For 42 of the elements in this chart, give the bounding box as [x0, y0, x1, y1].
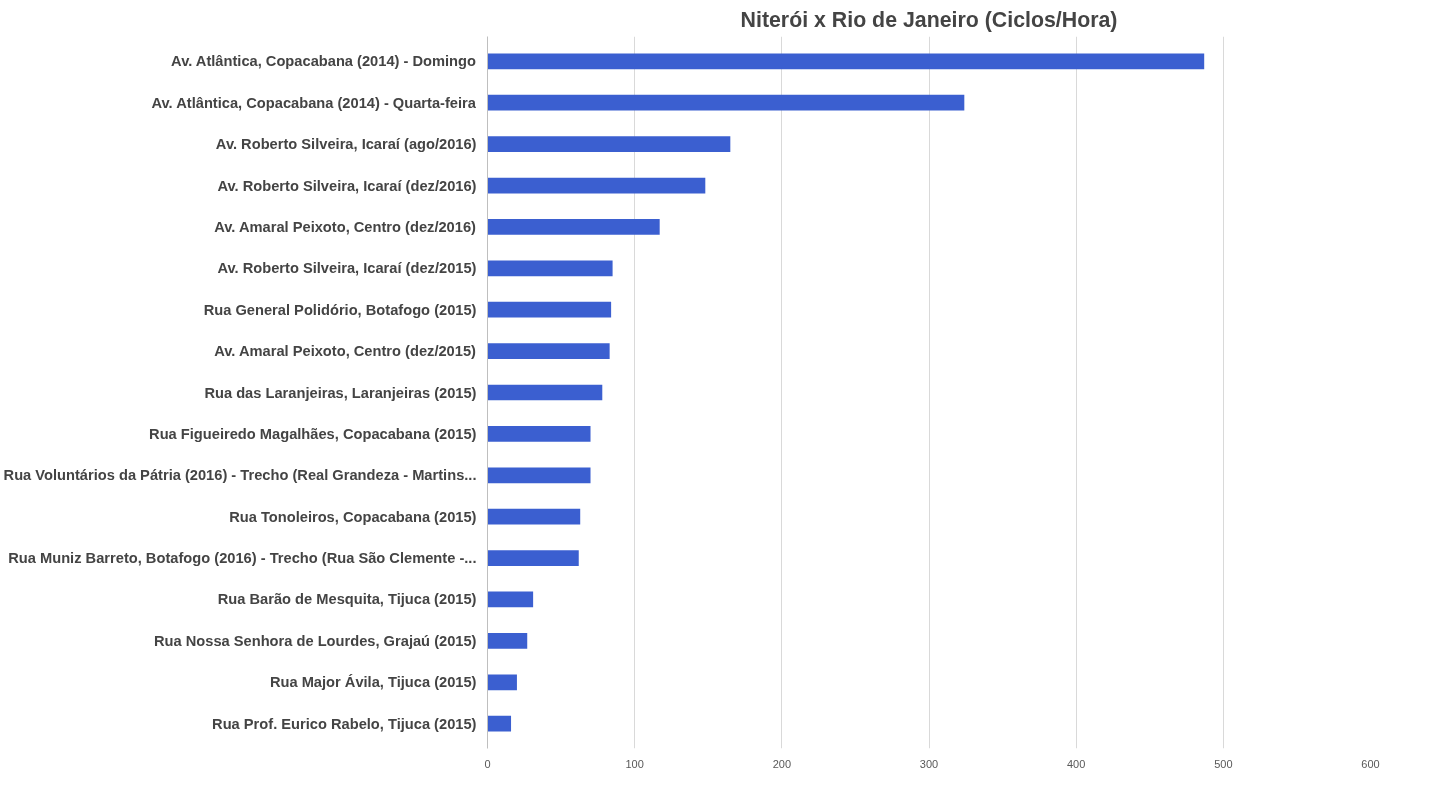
x-tick-label: 400 — [1066, 757, 1086, 770]
y-tick-label: Av. Atlântica, Copacabana (2014) - Domingo — [171, 53, 476, 70]
bar — [487, 53, 1205, 70]
bar — [487, 177, 706, 194]
bar — [487, 384, 603, 401]
y-tick-label: Rua Major Ávila, Tijuca (2015) — [269, 674, 477, 691]
bar — [487, 591, 534, 608]
bar — [487, 426, 591, 442]
bar — [487, 219, 660, 235]
y-tick-label: Av. Amaral Peixoto, Centro (dez/2016) — [214, 218, 477, 235]
bar — [487, 260, 613, 277]
y-tick-label: Av. Amaral Peixoto, Centro (dez/2015) — [214, 343, 477, 360]
bar — [487, 343, 610, 359]
x-tick-label: 500 — [1214, 757, 1233, 770]
bar — [487, 301, 612, 318]
y-tick-label: Rua Figueiredo Magalhães, Copacabana (2015) — [149, 425, 477, 442]
y-tick-label: Rua General Polidório, Botafogo (2015) — [203, 301, 477, 318]
chart-title: Niterói x Rio de Janeiro (Ciclos/Hora) — [740, 7, 1118, 32]
y-tick-label: Rua Prof. Eurico Rabelo, Tijuca (2015) — [212, 715, 477, 732]
y-tick-label: Rua Voluntários da Pátria (2016) - Trecho (Real Grandeza - Martins... — [3, 467, 477, 484]
y-tick-label: Rua Barão de Mesquita, Tijuca (2015) — [217, 591, 477, 608]
y-tick-label: Rua Nossa Senhora de Lourdes, Grajaú (2015) — [153, 632, 477, 649]
y-tick-label: Av. Roberto Silveira, Icaraí (ago/2016) — [215, 136, 477, 153]
bar — [487, 508, 581, 525]
y-tick-label: Rua Tonoleiros, Copacabana (2015) — [229, 508, 477, 525]
x-tick-label: 600 — [1361, 757, 1380, 770]
bar — [487, 633, 528, 649]
y-tick-label: Rua das Laranjeiras, Laranjeiras (2015) — [204, 384, 477, 401]
y-tick-label: Rua Muniz Barreto, Botafogo (2016) - Trecho (Rua São Clemente -... — [8, 550, 477, 567]
bar — [487, 136, 731, 152]
y-tick-label: Av. Atlântica, Copacabana (2014) - Quarta-feira — [151, 94, 477, 111]
y-tick-label: Av. Roberto Silveira, Icaraí (dez/2016) — [217, 177, 477, 194]
x-tick-label: 0 — [484, 757, 491, 770]
x-tick-label: 200 — [772, 757, 792, 770]
y-tick-label: Av. Roberto Silveira, Icaraí (dez/2015) — [217, 260, 477, 277]
bar — [487, 94, 965, 111]
bar — [487, 467, 591, 484]
bar — [487, 715, 512, 732]
bar — [487, 550, 579, 566]
bar — [487, 674, 517, 691]
x-tick-label: 100 — [625, 757, 644, 770]
x-tick-label: 300 — [919, 757, 939, 770]
